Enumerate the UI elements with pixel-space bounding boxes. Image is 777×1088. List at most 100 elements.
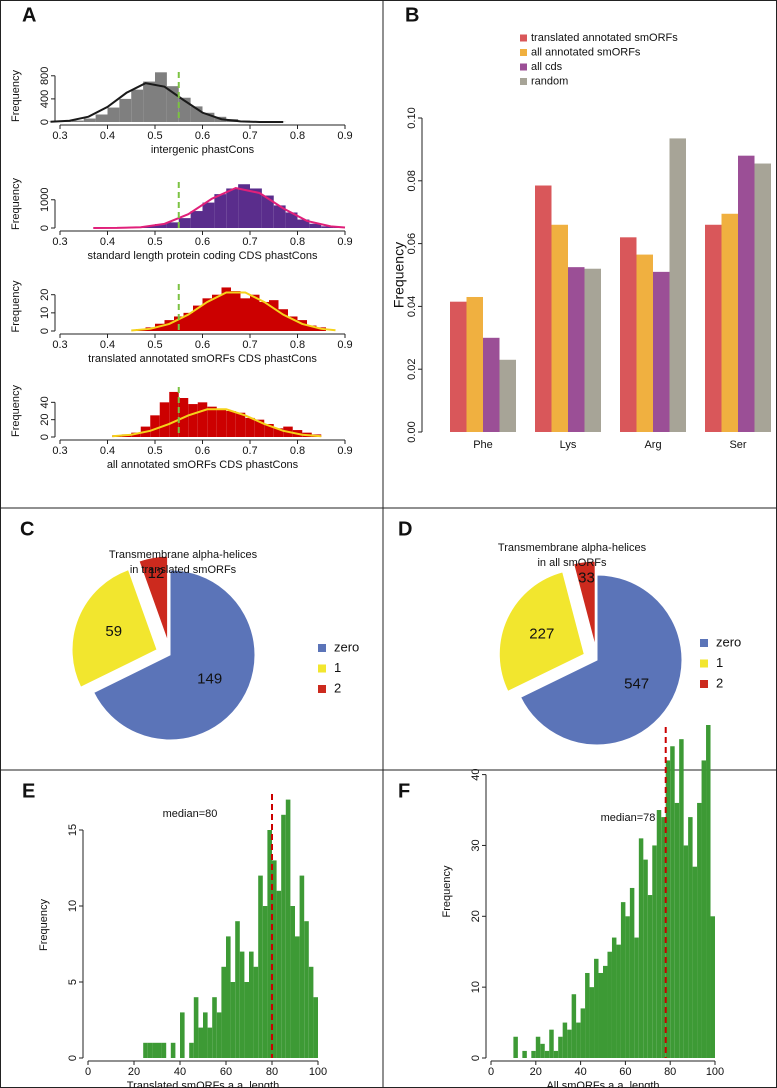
- x-axis-label: Translated smORFs a.a. length: [127, 1080, 279, 1088]
- y-tick-label: 400: [39, 90, 51, 108]
- slice-label: 227: [529, 626, 554, 643]
- x-tick-label: 100: [706, 1066, 724, 1078]
- chart-title: in translated smORFs: [130, 564, 237, 576]
- legend-swatch: [520, 34, 527, 42]
- histogram-bar: [239, 951, 245, 1058]
- histogram-bar: [161, 1042, 167, 1058]
- x-tick-label: 60: [619, 1066, 631, 1078]
- histogram-bar: [170, 1042, 176, 1058]
- bar: [483, 337, 500, 432]
- histogram-bar: [638, 838, 644, 1058]
- histogram-bar: [273, 205, 286, 228]
- histogram-bar: [665, 760, 671, 1058]
- histogram-bar: [278, 309, 288, 331]
- histogram-bar: [258, 875, 263, 1058]
- histogram-bar: [567, 1029, 572, 1058]
- histogram-bar: [607, 951, 612, 1058]
- pie-slice: [519, 574, 683, 746]
- histogram-bar: [692, 866, 698, 1058]
- histogram-bar: [540, 1043, 545, 1058]
- legend-swatch: [318, 664, 326, 673]
- bar: [705, 224, 722, 432]
- histogram-bar: [307, 325, 317, 331]
- histogram-bar: [513, 1036, 518, 1058]
- x-tick-label: 0.4: [100, 445, 115, 457]
- histogram-bar: [304, 921, 309, 1058]
- histogram-bar: [166, 222, 179, 228]
- x-tick-label: 0.3: [52, 236, 67, 248]
- histogram-bar: [143, 1042, 148, 1058]
- legend-label: translated annotated smORFs: [531, 32, 678, 44]
- histogram-bar: [652, 845, 657, 1058]
- bar: [584, 268, 601, 432]
- y-tick-label: 5: [67, 979, 79, 985]
- x-tick-label: Lys: [560, 439, 577, 451]
- x-tick-label: 0.7: [242, 130, 257, 142]
- y-axis-label: Frequency: [391, 242, 407, 308]
- histogram-bar: [207, 406, 217, 437]
- histogram-bar: [190, 211, 203, 228]
- x-tick-label: 40: [174, 1066, 186, 1078]
- histogram-bar: [549, 1029, 554, 1058]
- histogram-bar: [249, 951, 254, 1058]
- y-axis-label: Frequency: [10, 70, 22, 122]
- chart-title: in all smORFs: [537, 557, 607, 569]
- legend-label: zero: [716, 634, 741, 649]
- y-tick-label: 0: [39, 225, 51, 231]
- y-tick-label: 0.08: [406, 170, 418, 191]
- histogram-bar: [259, 301, 269, 331]
- legend-swatch: [520, 49, 527, 56]
- bar: [738, 155, 755, 432]
- x-axis-label: intergenic phastCons: [151, 144, 255, 156]
- pie-slice: [498, 571, 585, 693]
- legend-swatch: [318, 644, 326, 652]
- x-tick-label: 0: [488, 1066, 494, 1078]
- x-tick-label: 0.6: [195, 339, 210, 351]
- histogram-bar: [710, 916, 715, 1058]
- x-tick-label: 20: [530, 1066, 542, 1078]
- histogram-bar: [562, 1022, 568, 1058]
- x-axis-label: All smORFs a.a. length: [546, 1080, 659, 1088]
- fit-curve: [112, 408, 322, 438]
- y-axis-label: Frequency: [38, 899, 50, 951]
- y-tick-label: 0.00: [406, 421, 418, 442]
- y-tick-label: 0: [39, 434, 51, 440]
- histogram-bar: [238, 184, 250, 228]
- x-tick-label: 0.4: [100, 130, 115, 142]
- y-tick-label: 10: [39, 307, 51, 319]
- histogram-bar: [688, 817, 693, 1058]
- histogram-bar: [679, 739, 684, 1058]
- y-axis-label: Frequency: [10, 385, 22, 437]
- histogram-bar: [674, 802, 680, 1058]
- histogram-bar: [297, 219, 310, 228]
- histogram-bar: [216, 409, 227, 437]
- histogram-bar: [264, 424, 274, 437]
- legend-swatch: [700, 659, 708, 668]
- histogram-bar: [152, 1042, 157, 1058]
- y-tick-label: 10: [470, 981, 482, 993]
- histogram-bar: [226, 936, 231, 1058]
- x-tick-label: 80: [266, 1066, 278, 1078]
- y-tick-label: 0: [67, 1055, 79, 1061]
- chart-title: Transmembrane alpha-helices: [498, 542, 647, 554]
- histogram-bar: [250, 188, 262, 228]
- legend-label: 1: [716, 655, 723, 670]
- histogram-bar: [611, 937, 617, 1058]
- histogram-bar: [235, 412, 246, 437]
- histogram-bar: [169, 391, 179, 437]
- histogram-bar: [212, 997, 217, 1058]
- x-tick-label: 0.9: [337, 130, 352, 142]
- fit-curve: [131, 291, 336, 332]
- slice-label: 12: [148, 565, 165, 582]
- panel-letter: D: [398, 518, 412, 540]
- histogram-bar: [226, 411, 236, 437]
- histogram-bar: [190, 106, 203, 122]
- x-tick-label: 40: [574, 1066, 586, 1078]
- histogram-bar: [95, 114, 108, 122]
- histogram-bar: [273, 428, 284, 437]
- histogram-bar: [183, 312, 193, 331]
- histogram-bar: [585, 972, 590, 1058]
- histogram-bar: [297, 320, 307, 331]
- pie-slice: [93, 569, 256, 741]
